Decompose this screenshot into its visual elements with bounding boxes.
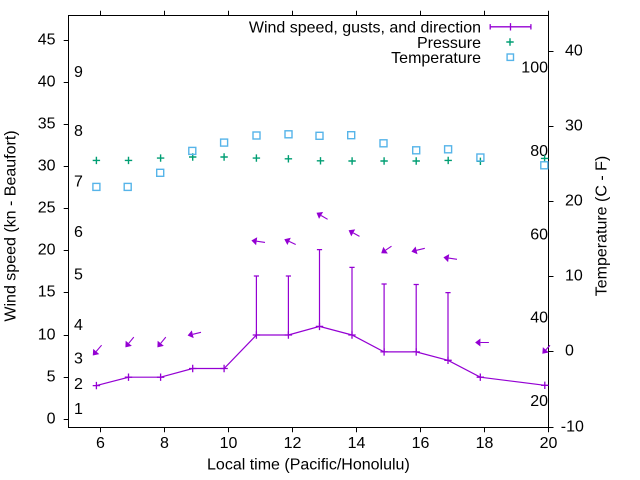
- svg-text:14: 14: [348, 435, 366, 452]
- svg-text:0: 0: [47, 411, 56, 428]
- svg-text:1: 1: [74, 401, 83, 418]
- svg-text:5: 5: [47, 369, 56, 386]
- svg-text:40: 40: [530, 310, 548, 327]
- svg-text:Temperature: Temperature: [391, 50, 481, 67]
- svg-text:12: 12: [284, 435, 302, 452]
- svg-text:6: 6: [96, 435, 105, 452]
- svg-text:4: 4: [74, 317, 83, 334]
- svg-text:7: 7: [74, 174, 83, 191]
- svg-text:10: 10: [565, 268, 583, 285]
- svg-text:0: 0: [565, 343, 574, 360]
- svg-text:15: 15: [38, 284, 56, 301]
- svg-text:Local time (Pacific/Honolulu): Local time (Pacific/Honolulu): [207, 456, 410, 473]
- svg-text:20: 20: [530, 393, 548, 410]
- svg-text:20: 20: [38, 242, 56, 259]
- svg-text:8: 8: [160, 435, 169, 452]
- svg-text:10: 10: [220, 435, 238, 452]
- svg-text:30: 30: [565, 118, 583, 135]
- svg-text:5: 5: [74, 266, 83, 283]
- svg-text:Temperature (C - F): Temperature (C - F): [594, 156, 611, 296]
- svg-text:35: 35: [38, 116, 56, 133]
- svg-text:3: 3: [74, 351, 83, 368]
- svg-text:20: 20: [565, 193, 583, 210]
- svg-text:Pressure: Pressure: [417, 35, 481, 52]
- svg-text:8: 8: [74, 123, 83, 140]
- svg-text:45: 45: [38, 32, 56, 49]
- svg-text:25: 25: [38, 200, 56, 217]
- svg-text:16: 16: [412, 435, 430, 452]
- svg-text:2: 2: [74, 376, 83, 393]
- svg-text:9: 9: [74, 64, 83, 81]
- svg-text:Wind speed, gusts, and directi: Wind speed, gusts, and direction: [249, 20, 481, 37]
- svg-text:10: 10: [38, 327, 56, 344]
- svg-text:Wind speed (kn - Beaufort): Wind speed (kn - Beaufort): [2, 130, 19, 321]
- svg-text:20: 20: [540, 435, 558, 452]
- svg-text:18: 18: [476, 435, 494, 452]
- svg-text:80: 80: [530, 143, 548, 160]
- svg-text:6: 6: [74, 224, 83, 241]
- svg-text:100: 100: [521, 60, 548, 77]
- svg-text:40: 40: [38, 74, 56, 91]
- svg-text:30: 30: [38, 158, 56, 175]
- svg-text:-10: -10: [561, 419, 584, 436]
- svg-text:60: 60: [530, 226, 548, 243]
- svg-text:40: 40: [565, 43, 583, 60]
